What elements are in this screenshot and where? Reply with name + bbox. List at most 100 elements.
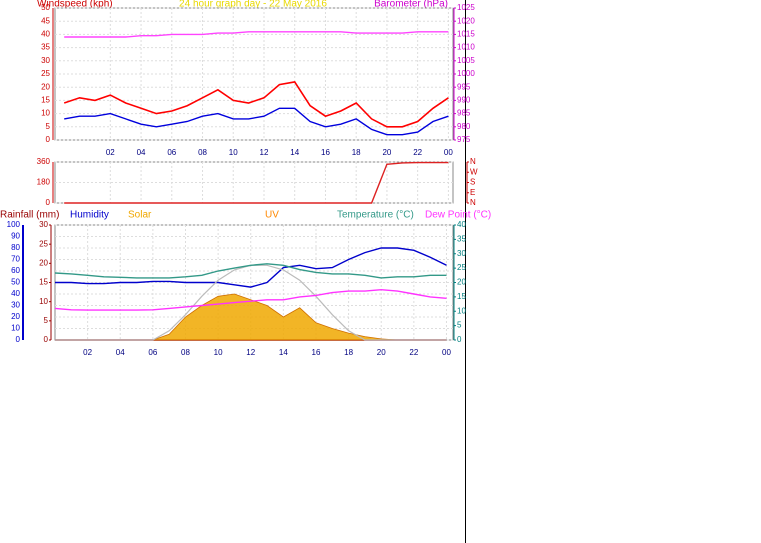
- y3-tick-label: 25: [39, 239, 48, 248]
- y-tick-label: 30: [11, 301, 20, 310]
- y-tick-label: 25: [41, 69, 50, 78]
- y2-tick-label: 35: [457, 234, 466, 243]
- y2-tick-label: 995: [457, 82, 471, 91]
- y2-tick-label: 1010: [457, 43, 475, 52]
- series-line: [63, 81, 449, 128]
- x-tick-label: 08: [181, 348, 190, 357]
- y2-tick-label: 15: [457, 292, 466, 301]
- x-tick-label: 20: [382, 148, 391, 157]
- y3-tick-label: 5: [44, 316, 49, 325]
- y-tick-label: 45: [41, 16, 50, 25]
- y2-tick-label: S: [470, 178, 475, 187]
- y-axis-label: Windspeed (kph): [37, 0, 113, 10]
- y2-tick-label: 985: [457, 109, 471, 118]
- series-line: [54, 263, 447, 279]
- y2-tick-label: N: [470, 157, 476, 166]
- y3-tick-label: 15: [39, 278, 48, 287]
- x-tick-label: 14: [279, 348, 288, 357]
- x-tick-label: 10: [214, 348, 223, 357]
- y-tick-label: 5: [46, 122, 51, 131]
- x-tick-label: 22: [409, 348, 418, 357]
- y-tick-label: 90: [11, 232, 20, 241]
- x-tick-label: 04: [137, 148, 146, 157]
- legend-label: Rainfall (mm): [0, 210, 59, 221]
- x-tick-label: 16: [321, 148, 330, 157]
- series-line: [55, 247, 447, 288]
- legend-label: UV: [265, 210, 279, 221]
- y2-tick-label: 990: [457, 96, 471, 105]
- y2-tick-label: 1025: [457, 3, 475, 12]
- y3-tick-label: 10: [39, 297, 48, 306]
- y2-tick-label: N: [470, 198, 476, 207]
- legend-label: Dew Point (°C): [425, 210, 491, 221]
- y-tick-label: 15: [41, 96, 50, 105]
- legend-label: Temperature (°C): [337, 210, 414, 221]
- x-tick-label: 10: [229, 148, 238, 157]
- y-tick-label: 50: [11, 278, 20, 287]
- y2-tick-label: 1000: [457, 69, 475, 78]
- y-tick-label: 20: [11, 312, 20, 321]
- x-tick-label: 04: [116, 348, 125, 357]
- y-tick-label: 100: [7, 220, 21, 229]
- y-tick-label: 180: [37, 178, 51, 187]
- x-tick-label: 12: [246, 348, 255, 357]
- x-tick-label: 02: [106, 148, 115, 157]
- y-tick-label: 40: [41, 30, 50, 39]
- x-tick-label: 20: [377, 348, 386, 357]
- x-tick-label: 12: [260, 148, 269, 157]
- y2-tick-label: 10: [457, 306, 466, 315]
- y2-tick-label: 1015: [457, 30, 475, 39]
- legend-label: Solar: [128, 210, 152, 221]
- y-tick-label: 30: [41, 56, 50, 65]
- y2-axis-label: Barometer (hPa): [374, 0, 448, 10]
- y2-tick-label: 0: [457, 335, 462, 344]
- y-tick-label: 40: [11, 289, 20, 298]
- y-tick-label: 0: [16, 335, 21, 344]
- y-tick-label: 0: [46, 135, 51, 144]
- y2-tick-label: 1020: [457, 16, 475, 25]
- x-tick-label: 18: [344, 348, 353, 357]
- y-tick-label: 60: [11, 266, 20, 275]
- y3-tick-label: 0: [44, 335, 49, 344]
- y2-tick-label: W: [470, 167, 478, 176]
- legend-label: Humidity: [70, 210, 109, 221]
- chart-title: 24 hour graph day - 22 May 2016: [179, 0, 327, 10]
- y2-tick-label: 40: [457, 220, 466, 229]
- y-tick-label: 50: [41, 3, 50, 12]
- x-tick-label: 00: [444, 148, 453, 157]
- x-tick-label: 08: [198, 148, 207, 157]
- y2-tick-label: 980: [457, 122, 471, 131]
- y2-tick-label: 1005: [457, 56, 475, 65]
- series-line: [64, 107, 449, 136]
- y-tick-label: 0: [46, 198, 51, 207]
- x-tick-label: 18: [352, 148, 361, 157]
- y3-tick-label: 30: [39, 220, 48, 229]
- y-tick-label: 70: [11, 255, 20, 264]
- y-tick-label: 10: [11, 324, 20, 333]
- y-tick-label: 360: [37, 157, 51, 166]
- y2-tick-label: 30: [457, 249, 466, 258]
- y-tick-label: 80: [11, 243, 20, 252]
- x-tick-label: 02: [83, 348, 92, 357]
- x-tick-label: 16: [312, 348, 321, 357]
- y-tick-label: 10: [41, 109, 50, 118]
- y3-tick-label: 20: [39, 258, 48, 267]
- y2-tick-label: 20: [457, 278, 466, 287]
- y2-tick-label: E: [470, 188, 475, 197]
- x-tick-label: 14: [290, 148, 299, 157]
- x-tick-label: 00: [442, 348, 451, 357]
- x-tick-label: 22: [413, 148, 422, 157]
- y2-tick-label: 25: [457, 263, 466, 272]
- y-tick-label: 20: [41, 82, 50, 91]
- x-tick-label: 06: [148, 348, 157, 357]
- series-line: [54, 288, 447, 311]
- series-line: [64, 31, 449, 38]
- series-line: [64, 161, 449, 204]
- y2-tick-label: 975: [457, 135, 471, 144]
- plot-area: [54, 161, 454, 204]
- x-tick-label: 06: [167, 148, 176, 157]
- y-tick-label: 35: [41, 43, 50, 52]
- plot-area: [54, 7, 454, 141]
- y2-tick-label: 5: [457, 321, 462, 330]
